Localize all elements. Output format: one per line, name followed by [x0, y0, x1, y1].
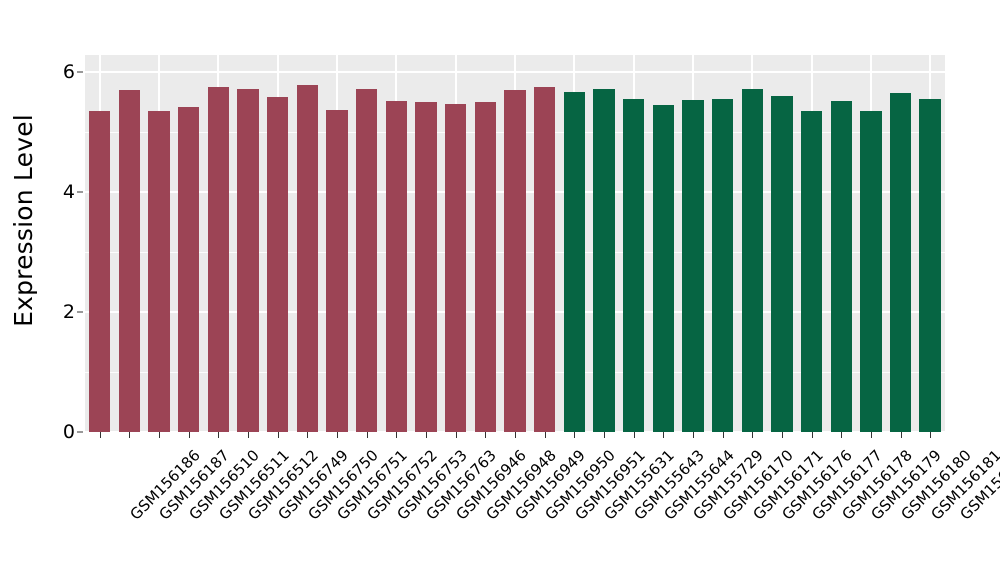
bar	[504, 90, 526, 432]
bar	[237, 88, 259, 432]
bar	[415, 101, 437, 432]
y-tick-mark	[77, 191, 83, 193]
x-tick-mark	[337, 432, 339, 438]
bar	[326, 109, 348, 432]
x-tick-mark	[633, 432, 635, 438]
bar	[919, 99, 941, 432]
bar	[860, 111, 882, 432]
bar	[830, 100, 852, 432]
bar	[771, 95, 793, 432]
x-tick-mark	[781, 432, 783, 438]
y-tick-label: 2	[62, 300, 75, 323]
x-tick-mark	[574, 432, 576, 438]
bar	[533, 87, 556, 432]
x-tick-mark	[188, 432, 190, 438]
x-tick-mark	[248, 432, 250, 438]
x-tick-mark	[129, 432, 131, 438]
bar	[356, 89, 378, 432]
x-tick-mark	[426, 432, 428, 438]
bar	[622, 98, 645, 432]
bar	[445, 104, 467, 432]
y-axis-title-label: Expression Level	[8, 113, 38, 327]
bar	[148, 111, 170, 432]
x-tick-mark	[692, 432, 694, 438]
x-tick-mark	[663, 432, 665, 438]
bar	[563, 91, 585, 432]
x-tick-mark	[515, 432, 516, 438]
bar	[89, 111, 111, 432]
plot-panel	[85, 55, 945, 432]
bar	[474, 102, 496, 432]
x-tick-mark	[722, 432, 724, 438]
x-tick-mark	[930, 432, 932, 438]
y-tick-mark	[77, 431, 83, 433]
x-axis: GSM156186 GSM156187 GSM156510 GSM156511 GSM1…	[85, 432, 1000, 580]
y-tick-label: 4	[62, 180, 75, 203]
x-tick-mark	[485, 432, 487, 438]
x-tick-mark	[218, 432, 220, 438]
x-tick-mark	[900, 432, 902, 438]
y-axis: 0 2 4 6	[46, 55, 85, 443]
bar	[682, 100, 704, 432]
y-axis-title: Expression Level	[0, 0, 46, 440]
x-tick-mark	[277, 432, 279, 438]
bar	[118, 89, 141, 432]
y-tick-mark	[77, 311, 83, 313]
x-tick-mark	[544, 432, 546, 438]
bar	[296, 85, 319, 432]
x-tick-mark	[366, 432, 368, 438]
x-tick-mark	[159, 432, 161, 438]
x-tick-mark	[603, 432, 605, 438]
x-tick-mark	[752, 432, 754, 438]
x-tick-mark	[455, 432, 457, 438]
bar	[267, 97, 289, 432]
bar	[741, 89, 763, 432]
x-tick-mark	[841, 432, 843, 438]
bar	[178, 107, 200, 432]
x-tick-mark	[870, 432, 872, 438]
x-tick-mark	[99, 432, 101, 438]
y-tick-label: 6	[62, 60, 75, 83]
y-tick-label: 0	[62, 421, 75, 443]
bar	[889, 93, 912, 432]
x-tick-mark	[307, 432, 309, 438]
bar	[207, 86, 230, 432]
bar	[711, 98, 734, 432]
bar	[652, 104, 674, 432]
x-tick-mark	[811, 432, 813, 438]
bar	[800, 110, 823, 432]
x-tick-mark	[396, 432, 398, 438]
bar	[385, 101, 408, 432]
y-tick-mark	[77, 71, 83, 73]
bar	[593, 88, 615, 432]
